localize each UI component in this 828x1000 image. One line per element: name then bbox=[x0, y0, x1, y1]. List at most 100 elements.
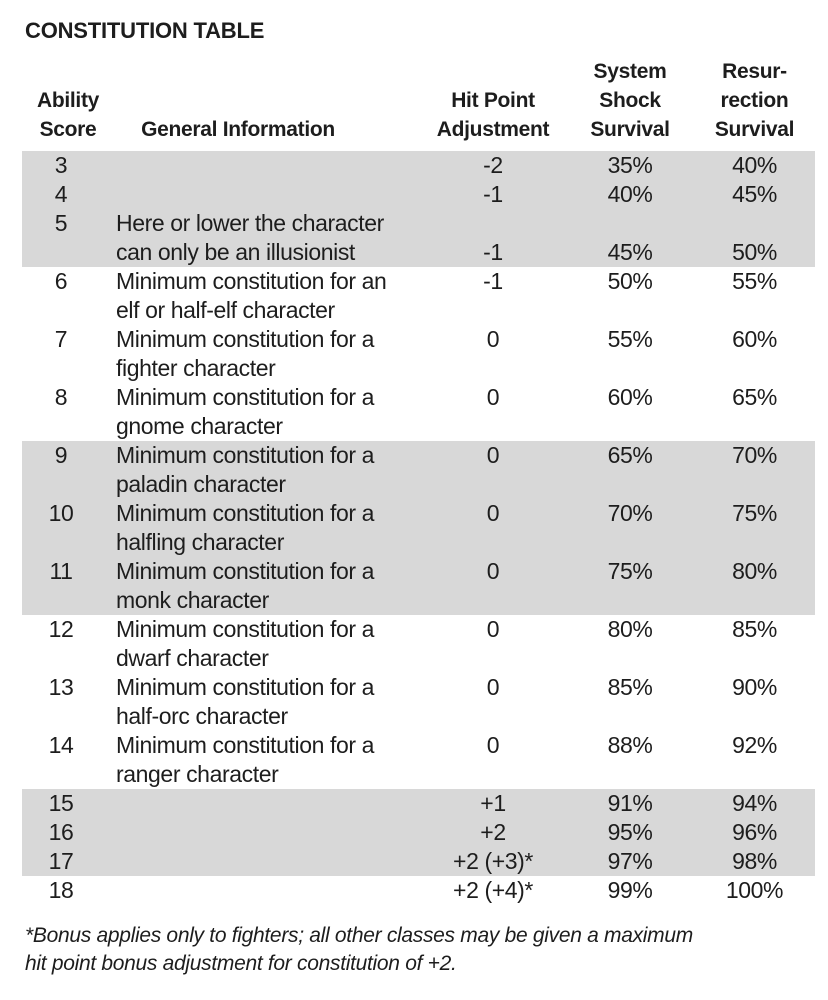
resurrection-survival-cell bbox=[694, 528, 815, 557]
hit-point-adjustment-cell: 0 bbox=[486, 674, 500, 700]
header-line: Survival bbox=[714, 118, 795, 141]
resurrection-survival-cell: 75% bbox=[732, 500, 777, 526]
system-shock-survival-cell: 60% bbox=[607, 384, 653, 410]
table-row-line: half-orc character bbox=[22, 702, 815, 731]
ability-score-cell: 12 bbox=[48, 616, 74, 642]
hit-point-adjustment-cell: -1 bbox=[483, 181, 503, 207]
table-row-line: 13 Minimum constitution for a 0 85% 90% bbox=[22, 673, 815, 702]
general-information-cell: monk character bbox=[116, 587, 269, 613]
hit-point-adjustment-cell bbox=[420, 354, 566, 383]
header-ability-score: Ability Score bbox=[22, 86, 100, 144]
system-shock-survival-cell bbox=[566, 702, 694, 731]
table-body: 3 -2 35% 40% 4 -1 40% 45% 5 Here or lower the cha… bbox=[22, 151, 815, 905]
system-shock-survival-cell bbox=[566, 470, 694, 499]
resurrection-survival-cell: 92% bbox=[732, 732, 777, 758]
system-shock-survival-cell: 40% bbox=[607, 181, 653, 207]
general-information-cell bbox=[100, 789, 420, 818]
system-shock-survival-cell: 75% bbox=[607, 558, 653, 584]
general-information-cell: gnome character bbox=[116, 413, 283, 439]
table-row-line: elf or half-elf character bbox=[22, 296, 815, 325]
system-shock-survival-cell bbox=[566, 528, 694, 557]
resurrection-survival-cell bbox=[694, 470, 815, 499]
table-row: 7 Minimum constitution for a 0 55% 60% fighte… bbox=[22, 325, 815, 383]
resurrection-survival-cell: 94% bbox=[732, 790, 777, 816]
system-shock-survival-cell: 88% bbox=[607, 732, 653, 758]
ability-score-cell: 11 bbox=[49, 558, 73, 584]
header-resurrection-survival: Resur- rection Survival bbox=[694, 57, 815, 144]
resurrection-survival-cell: 85% bbox=[732, 616, 777, 642]
ability-score-cell: 5 bbox=[54, 210, 68, 236]
header-line: Ability bbox=[36, 89, 100, 112]
system-shock-survival-cell: 99% bbox=[607, 877, 653, 903]
general-information-cell: Minimum constitution for a bbox=[116, 326, 375, 352]
hit-point-adjustment-cell: 0 bbox=[486, 732, 500, 758]
general-information-cell: Minimum constitution for an bbox=[116, 268, 387, 294]
table-row: 13 Minimum constitution for a 0 85% 90% half-… bbox=[22, 673, 815, 731]
system-shock-survival-cell: 97% bbox=[607, 848, 653, 874]
resurrection-survival-cell: 70% bbox=[732, 442, 777, 468]
ability-score-cell: 18 bbox=[48, 877, 74, 903]
ability-score-cell bbox=[22, 470, 100, 499]
system-shock-survival-cell: 35% bbox=[607, 152, 653, 178]
footnote-text: *Bonus applies only to fighters; all oth… bbox=[25, 922, 765, 978]
table-row-line: can only be an illusionist -1 45% 50% bbox=[22, 238, 815, 267]
system-shock-survival-cell bbox=[566, 644, 694, 673]
system-shock-survival-cell: 65% bbox=[607, 442, 653, 468]
system-shock-survival-cell: 50% bbox=[607, 268, 653, 294]
ability-score-cell: 6 bbox=[54, 268, 68, 294]
resurrection-survival-cell: 60% bbox=[732, 326, 777, 352]
hit-point-adjustment-cell: +2 (+3)* bbox=[453, 848, 533, 874]
ability-score-cell bbox=[22, 644, 100, 673]
general-information-cell bbox=[100, 876, 420, 905]
hit-point-adjustment-cell bbox=[420, 470, 566, 499]
system-shock-survival-cell: 80% bbox=[607, 616, 653, 642]
table-row: 11 Minimum constitution for a 0 75% 80% monk … bbox=[22, 557, 815, 615]
table-row-line: 9 Minimum constitution for a 0 65% 70% bbox=[22, 441, 815, 470]
system-shock-survival-cell: 55% bbox=[607, 326, 653, 352]
header-line: System bbox=[593, 60, 667, 83]
hit-point-adjustment-cell: -1 bbox=[483, 239, 503, 265]
general-information-cell: Minimum constitution for a bbox=[116, 732, 375, 758]
table-row-line: 3 -2 35% 40% bbox=[22, 151, 815, 180]
general-information-cell: elf or half-elf character bbox=[116, 297, 335, 323]
table-row-line: 6 Minimum constitution for an -1 50% 55% bbox=[22, 267, 815, 296]
resurrection-survival-cell: 90% bbox=[732, 674, 777, 700]
hit-point-adjustment-cell: -2 bbox=[483, 152, 503, 178]
header-line: rection bbox=[720, 89, 789, 112]
ability-score-cell: 16 bbox=[48, 819, 74, 845]
table-row-line: paladin character bbox=[22, 470, 815, 499]
table-row: 18 +2 (+4)* 99% 100% bbox=[22, 876, 815, 905]
constitution-table: Ability Score General Information Hit Po… bbox=[22, 57, 815, 905]
resurrection-survival-cell bbox=[694, 760, 815, 789]
resurrection-survival-cell: 40% bbox=[732, 152, 777, 178]
hit-point-adjustment-cell bbox=[420, 760, 566, 789]
ability-score-cell: 17 bbox=[48, 848, 74, 874]
table-row-line: halfling character bbox=[22, 528, 815, 557]
hit-point-adjustment-cell bbox=[420, 528, 566, 557]
general-information-cell: Minimum constitution for a bbox=[116, 384, 375, 410]
table-row: 6 Minimum constitution for an -1 50% 55% elf … bbox=[22, 267, 815, 325]
header-hit-point-adjustment: Hit Point Adjustment bbox=[420, 86, 566, 144]
ability-score-cell: 14 bbox=[48, 732, 74, 758]
system-shock-survival-cell bbox=[566, 354, 694, 383]
table-row-line: 5 Here or lower the character bbox=[22, 209, 815, 238]
general-information-cell: Minimum constitution for a bbox=[116, 500, 375, 526]
general-information-cell bbox=[100, 818, 420, 847]
table-row-line: ranger character bbox=[22, 760, 815, 789]
system-shock-survival-cell bbox=[566, 296, 694, 325]
header-line: General Information bbox=[141, 118, 335, 141]
table-title: CONSTITUTION TABLE bbox=[25, 18, 265, 43]
table-row: 4 -1 40% 45% bbox=[22, 180, 815, 209]
system-shock-survival-cell: 70% bbox=[607, 500, 653, 526]
table-row-line: 12 Minimum constitution for a 0 80% 85% bbox=[22, 615, 815, 644]
system-shock-survival-cell: 45% bbox=[607, 239, 653, 265]
table-row: 9 Minimum constitution for a 0 65% 70% paladi… bbox=[22, 441, 815, 499]
ability-score-cell bbox=[22, 760, 100, 789]
ability-score-cell: 13 bbox=[48, 674, 74, 700]
table-row: 8 Minimum constitution for a 0 60% 65% gnome … bbox=[22, 383, 815, 441]
hit-point-adjustment-cell: 0 bbox=[486, 616, 500, 642]
system-shock-survival-cell bbox=[566, 760, 694, 789]
table-row-line: 15 +1 91% 94% bbox=[22, 789, 815, 818]
general-information-cell: Minimum constitution for a bbox=[116, 616, 375, 642]
hit-point-adjustment-cell bbox=[420, 644, 566, 673]
